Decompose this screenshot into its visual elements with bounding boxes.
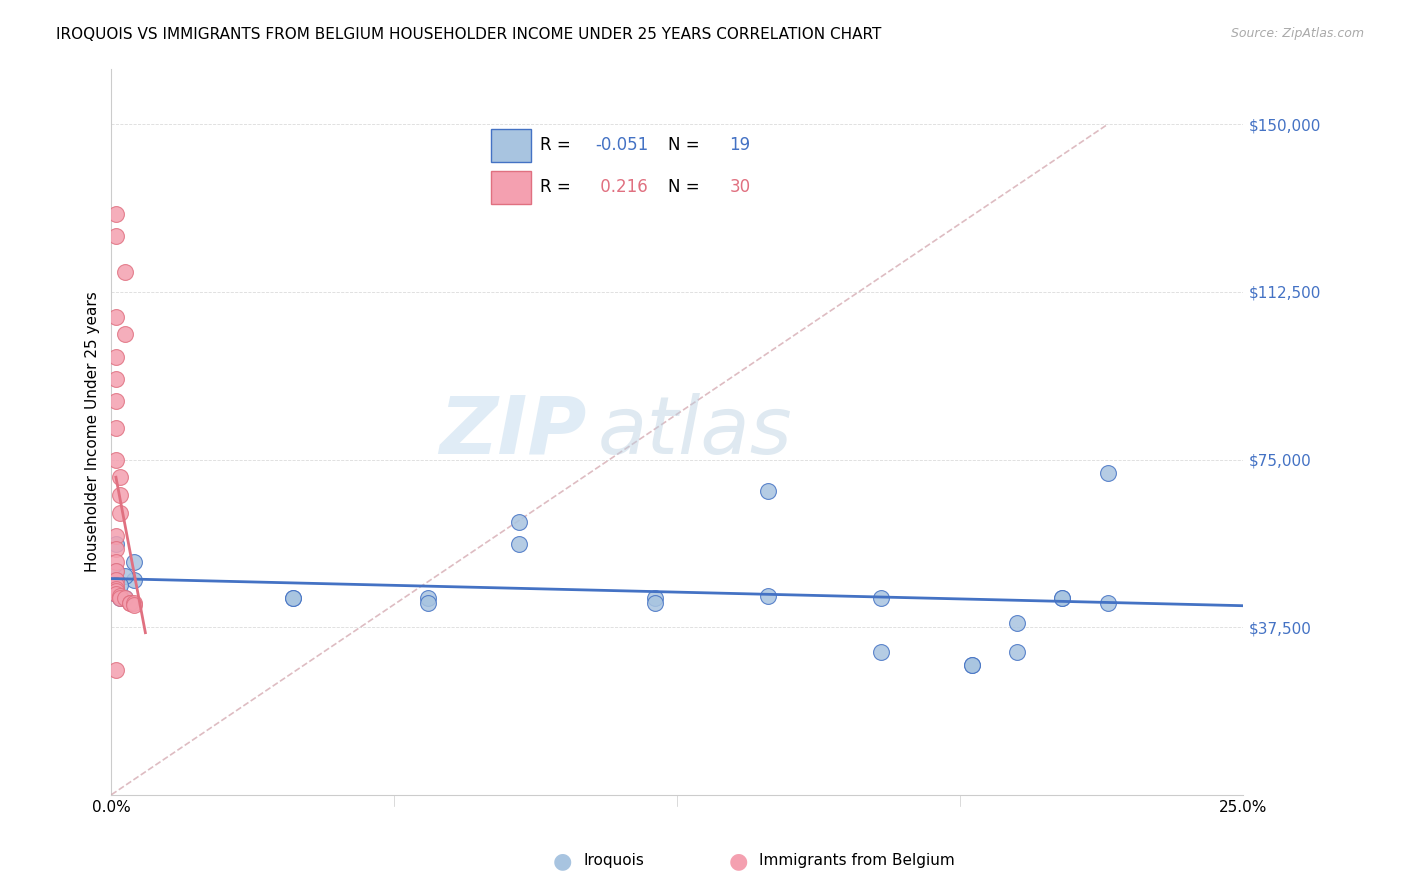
Point [644, 595, 666, 609]
Text: R =: R = [540, 136, 576, 153]
Text: R =: R = [540, 178, 576, 196]
Text: Source: ZipAtlas.com: Source: ZipAtlas.com [1230, 27, 1364, 40]
Y-axis label: Householder Income Under 25 years: Householder Income Under 25 years [86, 291, 100, 572]
Point [104, 421, 127, 435]
Point [104, 573, 127, 587]
Text: N =: N = [668, 178, 706, 196]
Point [870, 645, 893, 659]
Point [1052, 591, 1074, 605]
Point [110, 591, 132, 605]
Point [104, 537, 127, 551]
Point [870, 591, 893, 605]
Point [104, 528, 127, 542]
Point [104, 582, 127, 596]
Text: IROQUOIS VS IMMIGRANTS FROM BELGIUM HOUSEHOLDER INCOME UNDER 25 YEARS CORRELATIO: IROQUOIS VS IMMIGRANTS FROM BELGIUM HOUS… [56, 27, 882, 42]
Point [281, 591, 304, 605]
Point [1005, 615, 1028, 630]
Point [104, 394, 127, 409]
Point [756, 589, 779, 603]
Text: ZIP: ZIP [440, 392, 586, 471]
Point [418, 591, 440, 605]
Point [644, 591, 666, 605]
Point [110, 589, 132, 603]
Point [114, 265, 136, 279]
Point [122, 595, 145, 609]
FancyBboxPatch shape [491, 171, 531, 204]
Point [104, 372, 127, 386]
Point [110, 488, 132, 502]
Text: 19: 19 [730, 136, 751, 153]
Point [104, 586, 127, 600]
Text: Iroquois: Iroquois [583, 854, 644, 868]
Point [104, 310, 127, 324]
Point [104, 577, 127, 591]
Point [104, 586, 127, 600]
Point [110, 506, 132, 520]
Text: -0.051: -0.051 [595, 136, 648, 153]
Point [110, 470, 132, 484]
Point [114, 568, 136, 582]
Text: atlas: atlas [598, 392, 793, 471]
Point [960, 658, 983, 673]
Text: 30: 30 [730, 178, 751, 196]
Point [118, 595, 141, 609]
Point [418, 595, 440, 609]
Point [1097, 466, 1119, 480]
Point [104, 573, 127, 587]
Point [118, 595, 141, 609]
Text: Immigrants from Belgium: Immigrants from Belgium [759, 854, 955, 868]
Point [104, 452, 127, 467]
Point [122, 573, 145, 587]
FancyBboxPatch shape [491, 128, 531, 161]
Point [114, 591, 136, 605]
Text: 0.216: 0.216 [595, 178, 648, 196]
Point [104, 555, 127, 569]
Point [122, 598, 145, 612]
Point [104, 564, 127, 578]
Point [104, 350, 127, 364]
Point [114, 327, 136, 342]
Point [1097, 595, 1119, 609]
Point [104, 207, 127, 221]
Point [1052, 591, 1074, 605]
Point [508, 515, 530, 529]
Point [1005, 645, 1028, 659]
Point [508, 537, 530, 551]
Point [756, 483, 779, 498]
Point [114, 591, 136, 605]
Point [960, 658, 983, 673]
Point [281, 591, 304, 605]
Point [110, 577, 132, 591]
Point [104, 564, 127, 578]
Point [104, 582, 127, 596]
Text: N =: N = [668, 136, 706, 153]
Point [122, 555, 145, 569]
Point [104, 541, 127, 556]
Point [110, 591, 132, 605]
Point [104, 584, 127, 599]
Point [104, 663, 127, 677]
Text: ●: ● [728, 851, 748, 871]
Point [104, 229, 127, 244]
Text: ●: ● [553, 851, 572, 871]
